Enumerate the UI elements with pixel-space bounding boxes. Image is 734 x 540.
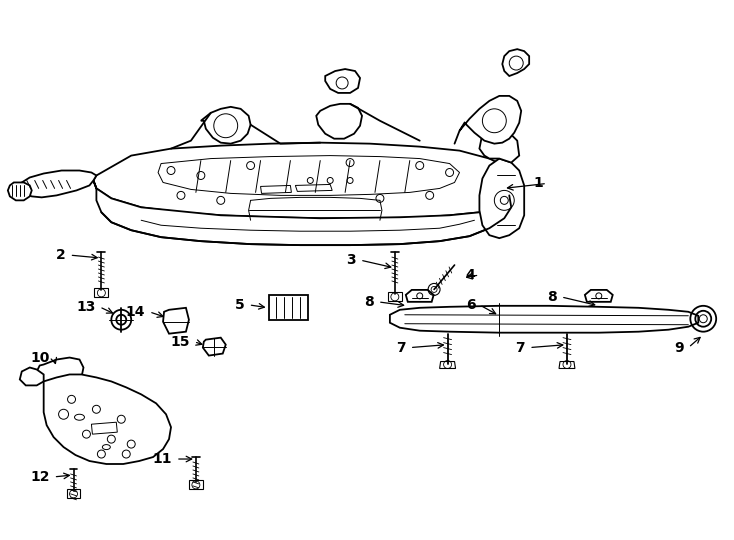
- Polygon shape: [8, 183, 32, 200]
- Text: 2: 2: [56, 248, 65, 262]
- Text: 5: 5: [235, 298, 244, 312]
- Polygon shape: [459, 96, 521, 144]
- Text: 4: 4: [465, 268, 476, 282]
- Polygon shape: [43, 374, 171, 464]
- Polygon shape: [93, 180, 512, 245]
- Text: 9: 9: [675, 341, 684, 355]
- Polygon shape: [479, 129, 519, 163]
- Text: 3: 3: [346, 253, 356, 267]
- Polygon shape: [479, 159, 524, 238]
- Text: 8: 8: [364, 295, 374, 309]
- Polygon shape: [20, 171, 96, 198]
- Text: 1: 1: [534, 177, 543, 191]
- Polygon shape: [37, 357, 84, 387]
- Text: 13: 13: [76, 300, 95, 314]
- Polygon shape: [20, 368, 43, 386]
- Text: 12: 12: [30, 470, 50, 484]
- Polygon shape: [390, 306, 698, 333]
- Polygon shape: [93, 143, 515, 218]
- Text: 14: 14: [126, 305, 145, 319]
- Text: 11: 11: [153, 452, 172, 466]
- Text: 15: 15: [170, 335, 190, 349]
- Text: 10: 10: [30, 350, 50, 365]
- Polygon shape: [325, 69, 360, 93]
- Polygon shape: [502, 49, 529, 76]
- Text: 6: 6: [466, 298, 476, 312]
- Text: 7: 7: [396, 341, 406, 355]
- Text: 7: 7: [515, 341, 526, 355]
- Text: 8: 8: [548, 290, 557, 304]
- Polygon shape: [201, 107, 250, 144]
- Polygon shape: [316, 104, 362, 139]
